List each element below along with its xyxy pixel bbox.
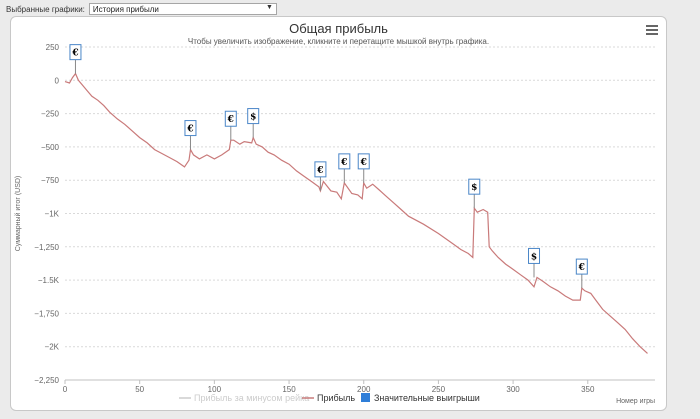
flag-symbol: $ — [250, 113, 256, 123]
flag-symbol: € — [227, 115, 234, 125]
chart-type-select[interactable]: История прибыли ▼ — [88, 3, 277, 15]
x-tick-label: 0 — [63, 385, 68, 394]
flag-symbol: € — [71, 49, 78, 59]
selector-label: Выбранные графики: — [6, 4, 85, 14]
x-axis-title: Номер игры — [616, 398, 655, 405]
y-tick-label: −2K — [45, 343, 60, 352]
flag-symbol: € — [360, 158, 367, 168]
flag-symbol: € — [340, 158, 347, 168]
x-tick-label: 50 — [135, 385, 144, 394]
flag-marker — [224, 110, 237, 127]
y-tick-label: −1.5K — [38, 276, 60, 285]
flag-marker — [575, 258, 588, 275]
flag-marker — [247, 108, 260, 125]
x-tick-label: 100 — [208, 385, 222, 394]
y-tick-label: −250 — [41, 110, 60, 119]
flag-marker — [468, 178, 481, 195]
chart-panel[interactable]: Общая прибыль Чтобы увеличить изображени… — [10, 16, 667, 411]
flag-symbol: € — [578, 263, 585, 273]
flag-symbol: $ — [531, 252, 537, 262]
flag-marker — [338, 153, 351, 170]
flag-marker — [314, 161, 327, 178]
legend-square-marker — [361, 393, 370, 402]
y-tick-label: −1,750 — [34, 309, 59, 318]
x-tick-label: 250 — [432, 385, 446, 394]
flag-symbol: $ — [471, 183, 477, 193]
chart-type-select-value: История прибыли — [92, 4, 159, 14]
y-tick-label: −500 — [41, 143, 60, 152]
x-tick-label: 350 — [581, 385, 595, 394]
y-tick-label: 250 — [46, 43, 60, 52]
flag-marker — [69, 44, 82, 61]
flag-marker — [528, 247, 541, 264]
y-tick-label: −1,250 — [34, 243, 59, 252]
chart-selector-bar: Выбранные графики: История прибыли ▼ — [0, 0, 700, 18]
x-tick-label: 200 — [357, 385, 371, 394]
chart-subtitle: Чтобы увеличить изображение, кликните и … — [187, 37, 490, 46]
legend-item-label[interactable]: Значительные выигрыши — [374, 393, 480, 403]
flag-symbol: € — [316, 166, 323, 176]
y-tick-label: −1K — [45, 210, 60, 219]
x-tick-label: 150 — [282, 385, 296, 394]
chart-title: Общая прибыль — [289, 21, 388, 36]
profit-chart[interactable]: 250 0 −250 −500 −750 −1K −1,250 −1.5K −1,750 −2K −… — [11, 17, 668, 412]
y-tick-label: −750 — [41, 176, 60, 185]
chevron-down-icon: ▼ — [265, 4, 273, 11]
y-tick-label: −2,250 — [34, 376, 59, 385]
legend-item-label[interactable]: Прибыль — [317, 393, 355, 403]
y-tick-label: 0 — [55, 76, 60, 85]
x-tick-label: 300 — [506, 385, 520, 394]
legend-item-label[interactable]: Прибыль за минусом рейка — [194, 393, 309, 403]
flag-marker — [184, 120, 197, 137]
y-axis-title: Суммарный итог (USD) — [14, 176, 22, 252]
flag-symbol: € — [186, 125, 193, 135]
series-line-profit — [64, 72, 648, 354]
hamburger-menu-icon[interactable] — [646, 25, 658, 35]
flag-marker — [357, 153, 370, 170]
